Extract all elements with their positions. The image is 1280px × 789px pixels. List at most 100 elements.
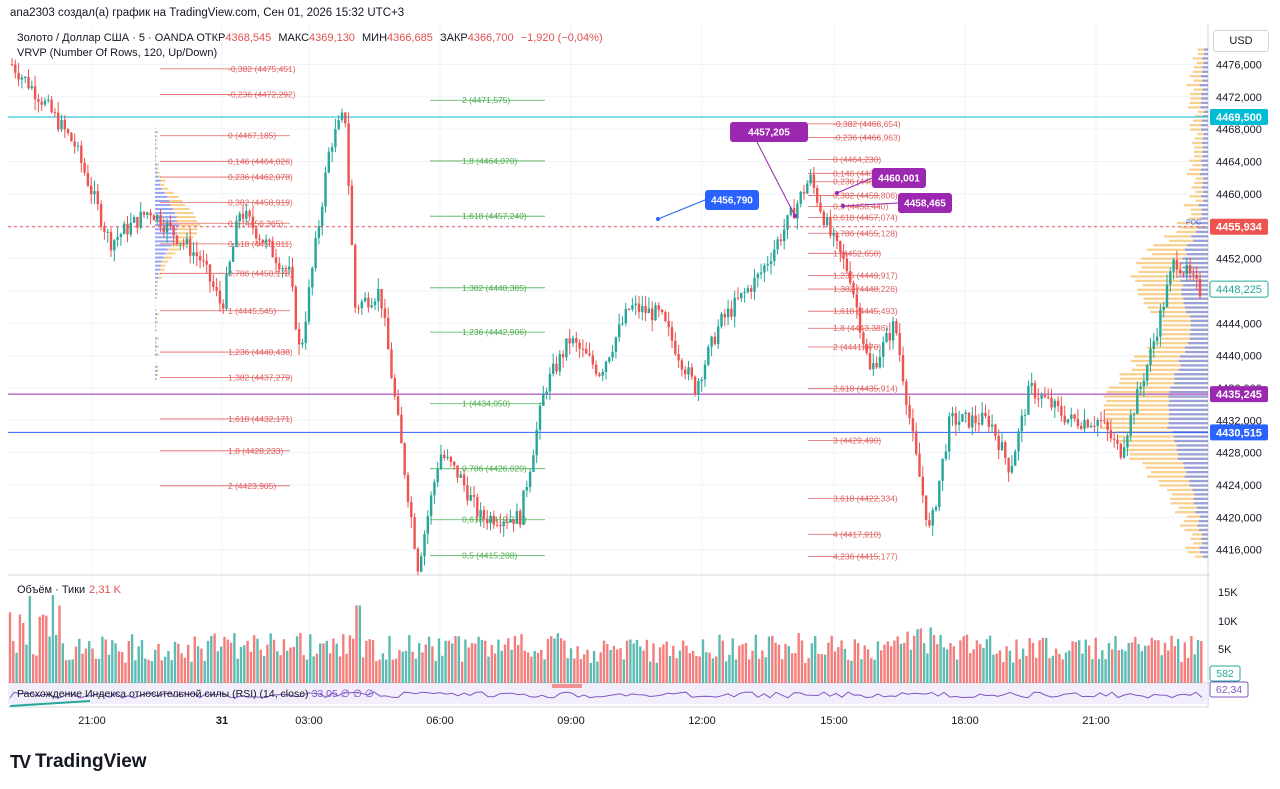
volume-bar (319, 643, 322, 683)
candle-body (608, 357, 611, 362)
candle-body (162, 227, 165, 233)
candle-body (241, 213, 245, 219)
volume-profile-up (173, 240, 191, 243)
volume-bar (708, 652, 711, 683)
volume-bar (299, 633, 302, 683)
callout-label: 4458,465 (904, 199, 946, 210)
candle-body (53, 112, 57, 114)
volume-bar (408, 634, 411, 683)
candle-body (1060, 406, 1063, 416)
volume-profile-down (1183, 284, 1208, 287)
volume-profile-up (1192, 141, 1208, 145)
volume-profile-up (1169, 497, 1208, 500)
candle-body (1027, 385, 1030, 415)
volume-bar (860, 659, 863, 683)
candle-body (225, 274, 228, 309)
volume-bar (309, 634, 312, 683)
volume-profile-down (1204, 48, 1208, 51)
volume-profile-down (1186, 253, 1208, 256)
volume-bar (1134, 636, 1137, 683)
volume-profile-up (158, 175, 162, 178)
volume-profile-up (156, 373, 159, 376)
fib-level-label: 2,618 (4435,914) (833, 384, 898, 394)
volume-profile-up (1195, 177, 1208, 180)
volume-bar (91, 648, 94, 683)
volume-bar (843, 648, 847, 683)
volume-bar (1038, 640, 1041, 683)
volume-profile-down (155, 167, 157, 170)
currency-button[interactable]: USD (1213, 30, 1269, 52)
candle-body (182, 242, 185, 244)
candle-body (33, 86, 37, 100)
callout-pointer (836, 177, 873, 194)
candle-body (604, 361, 608, 372)
volume-bar (477, 636, 480, 683)
candle-body (911, 418, 915, 432)
rsi-legend[interactable]: Расхождение Индекса относительной силы (… (17, 688, 374, 700)
volume-profile-up (1194, 137, 1208, 140)
volume-profile-up (1142, 462, 1208, 465)
candle-body (1030, 383, 1033, 386)
volume-profile-down (155, 325, 156, 328)
volume-bar (586, 649, 589, 683)
volume-profile-down (1201, 195, 1208, 198)
price-tick-label: 4440,000 (1216, 351, 1262, 363)
volume-profile-up (156, 280, 159, 283)
volume-bar (61, 643, 64, 683)
volume-bar (183, 657, 187, 683)
candle-body (984, 412, 987, 417)
volume-profile-down (1168, 417, 1208, 420)
volume-bar (130, 634, 134, 683)
volume-bar (886, 641, 889, 683)
candle-body (558, 353, 561, 372)
time-tick-label: 09:00 (557, 715, 585, 727)
candle-body (43, 100, 47, 105)
volume-profile-down (155, 220, 177, 223)
candle-body (152, 215, 156, 221)
volume-profile-up (156, 147, 158, 150)
volume-bar (226, 639, 229, 683)
volume-bar (305, 659, 309, 683)
volume-profile-down (155, 317, 157, 320)
candle-body (340, 112, 344, 121)
price-tick-label: 4424,000 (1216, 480, 1262, 492)
volume-bar (814, 636, 817, 683)
volume-bar (1114, 636, 1117, 683)
volume-profile-up (156, 155, 157, 158)
volume-profile-down (1187, 244, 1208, 247)
candle-body (997, 435, 1000, 451)
volume-bar (391, 659, 394, 683)
candle-body (126, 223, 129, 235)
candle-body (396, 396, 400, 415)
candle-body (380, 288, 383, 309)
volume-bar (569, 648, 573, 683)
candle-body (311, 267, 314, 288)
volume-profile-down (1169, 399, 1208, 403)
candle-body (674, 340, 677, 355)
volume-bar (210, 635, 213, 683)
volume-bar (922, 643, 926, 683)
volume-profile-down (1201, 537, 1208, 541)
volume-bar (147, 659, 150, 683)
fib-level-label: 0,146 (4462,539) (833, 168, 898, 178)
volume-profile-up (1190, 208, 1208, 211)
volume-bar (1163, 642, 1167, 683)
volume-bar (220, 646, 223, 683)
volume-legend[interactable]: Объём · Тики 2,31 K (17, 584, 121, 596)
candle-body (875, 363, 878, 368)
fib-level-label: 2 (4423,905) (228, 481, 276, 491)
symbol-name[interactable]: Золото / Доллар США · 5 · OANDA (17, 32, 194, 44)
volume-bar (88, 641, 91, 683)
candle-body (70, 133, 73, 142)
close-label: ЗАКР (439, 32, 468, 44)
volume-bar (295, 636, 299, 683)
volume-profile-up (1188, 217, 1208, 220)
volume-bar (1173, 646, 1177, 683)
volume-profile-down (1199, 546, 1208, 549)
candle-body (753, 277, 756, 292)
candle-body (832, 233, 835, 236)
volume-bar (606, 643, 609, 683)
volume-profile-down (155, 369, 157, 372)
vrvp-legend[interactable]: VRVP (Number Of Rows, 120, Up/Down) (17, 47, 218, 59)
